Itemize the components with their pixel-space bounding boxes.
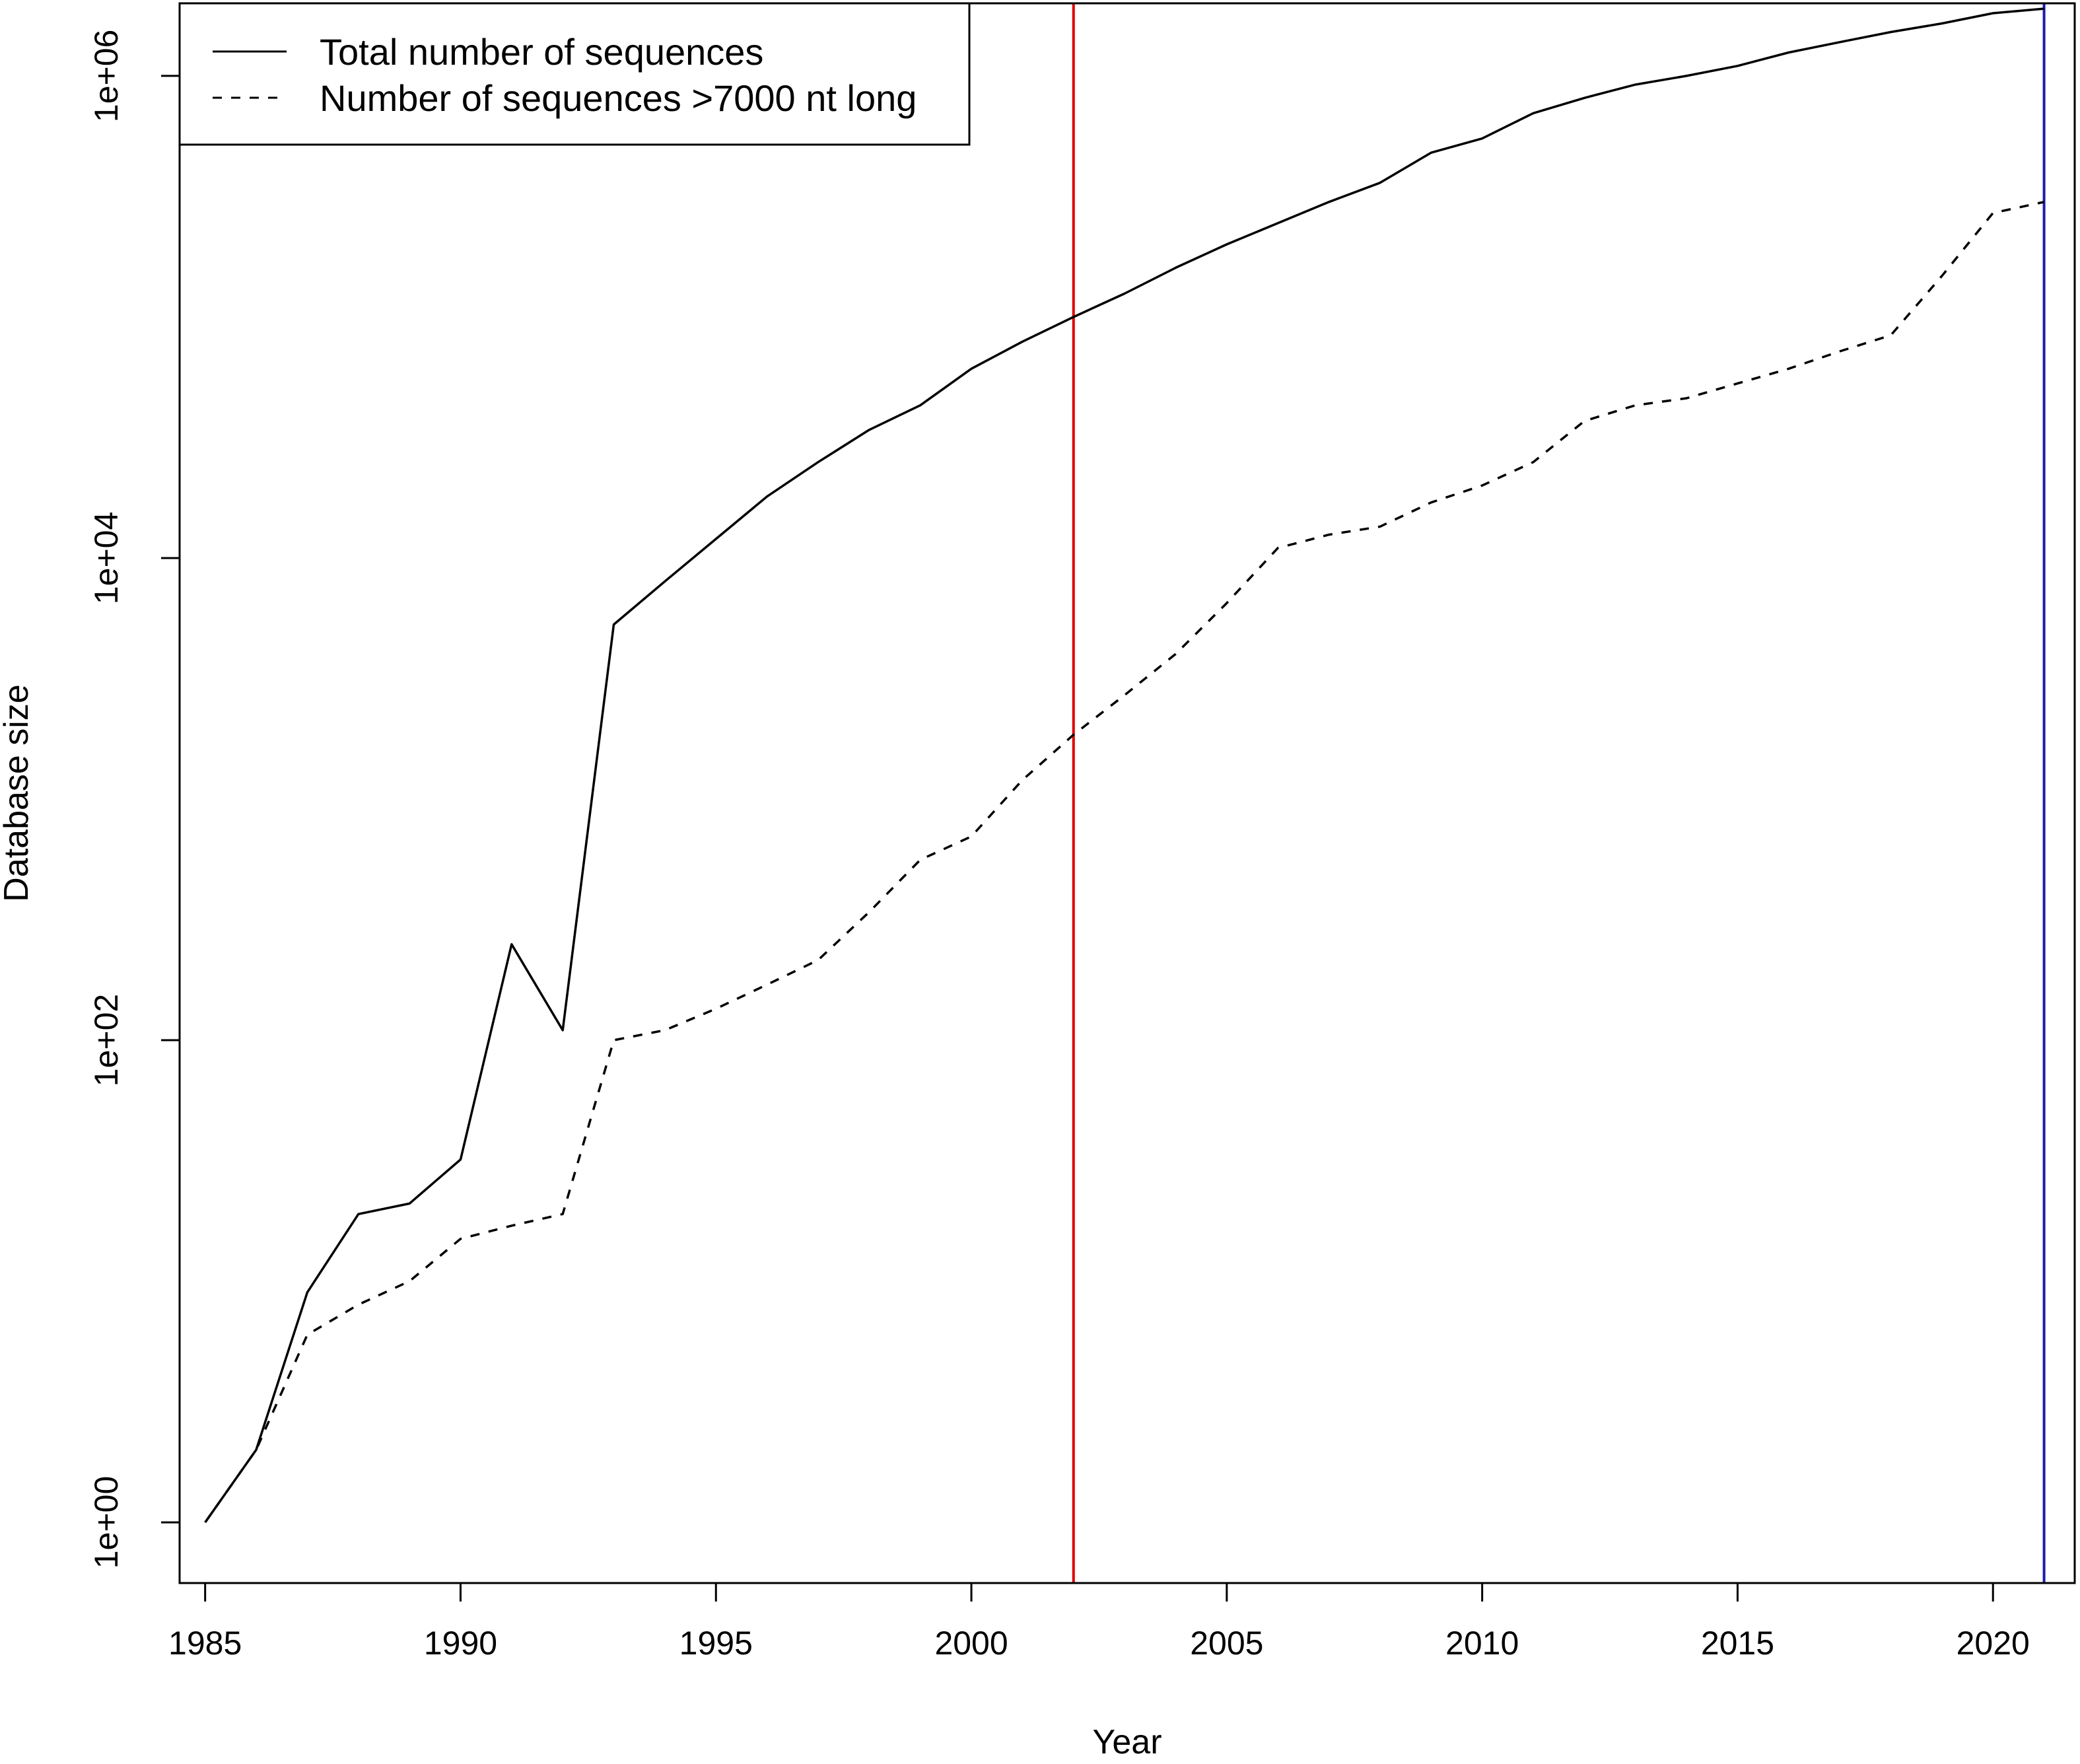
x-tick-label-2020: 2020 bbox=[1957, 1625, 2030, 1662]
x-tick-label-2015: 2015 bbox=[1701, 1625, 1774, 1662]
y-tick-label-0: 1e+00 bbox=[88, 1476, 125, 1569]
x-tick-label-1985: 1985 bbox=[168, 1625, 242, 1662]
legend-label-total: Total number of sequences bbox=[320, 31, 763, 73]
series-line-1 bbox=[204, 201, 2044, 1524]
x-tick-label-2010: 2010 bbox=[1445, 1625, 1519, 1662]
x-axis: 1985 1990 1995 2000 2005 2010 2015 2020 bbox=[168, 1582, 2030, 1662]
x-tick-label-2000: 2000 bbox=[934, 1625, 1008, 1662]
legend: Total number of sequences Number of sequ… bbox=[178, 2, 971, 146]
x-tick-label-1990: 1990 bbox=[424, 1625, 497, 1662]
x-tick-label-1995: 1995 bbox=[679, 1625, 753, 1662]
plot-lines bbox=[204, 3, 2046, 1583]
legend-label-long: Number of sequences >7000 nt long bbox=[320, 77, 917, 119]
legend-box bbox=[178, 2, 971, 146]
y-tick-label-1: 1e+02 bbox=[88, 994, 125, 1086]
x-axis-title: Year bbox=[1092, 1723, 1161, 1761]
y-axis-title: Database size bbox=[0, 684, 36, 902]
x-tick-label-2005: 2005 bbox=[1190, 1625, 1263, 1662]
y-axis: 1e+00 1e+02 1e+04 1e+06 bbox=[88, 30, 181, 1569]
y-tick-label-2: 1e+04 bbox=[88, 512, 125, 604]
series-line-0 bbox=[204, 7, 2044, 1524]
y-tick-label-3: 1e+06 bbox=[88, 30, 125, 122]
